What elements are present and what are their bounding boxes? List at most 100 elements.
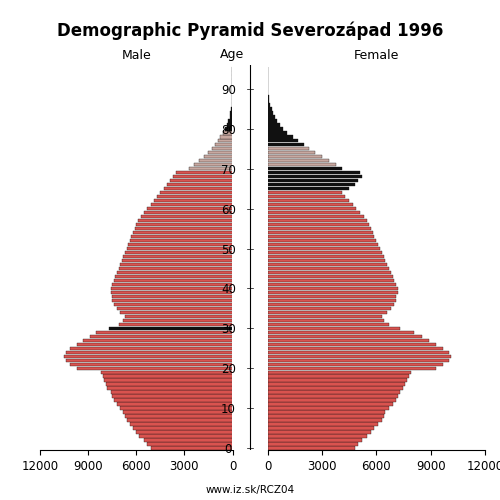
Bar — [117, 306, 232, 310]
Bar — [268, 370, 410, 374]
Bar — [268, 143, 304, 146]
Bar — [268, 318, 384, 322]
Bar — [268, 398, 396, 402]
Bar — [132, 235, 232, 238]
Bar — [268, 159, 329, 162]
Title: Female: Female — [354, 50, 399, 62]
Bar — [112, 298, 232, 302]
Bar — [64, 354, 232, 358]
Bar — [268, 446, 354, 450]
Bar — [220, 135, 232, 138]
Bar — [268, 191, 342, 194]
Bar — [268, 207, 356, 210]
Bar — [199, 159, 232, 162]
Bar — [128, 243, 232, 246]
Bar — [268, 278, 394, 282]
Bar — [212, 147, 233, 150]
Bar — [268, 131, 287, 134]
Bar — [77, 366, 233, 370]
Bar — [268, 322, 389, 326]
Bar — [130, 422, 232, 426]
Bar — [268, 438, 362, 442]
Bar — [170, 179, 232, 182]
Bar — [268, 147, 309, 150]
Bar — [268, 330, 414, 334]
Bar — [114, 278, 232, 282]
Bar — [268, 306, 391, 310]
Bar — [118, 267, 232, 270]
Bar — [157, 195, 232, 198]
Bar — [148, 207, 232, 210]
Bar — [96, 330, 232, 334]
Bar — [268, 271, 391, 274]
Bar — [204, 155, 233, 158]
Bar — [268, 95, 269, 98]
Bar — [114, 398, 232, 402]
Bar — [120, 263, 232, 266]
Bar — [230, 111, 232, 114]
Bar — [268, 123, 280, 126]
Bar — [110, 390, 232, 394]
Bar — [268, 334, 422, 338]
Bar — [228, 119, 232, 122]
Bar — [268, 183, 354, 186]
Bar — [268, 103, 270, 106]
Bar — [133, 231, 232, 234]
Bar — [112, 282, 232, 286]
Bar — [218, 139, 232, 142]
Bar — [268, 338, 429, 342]
Bar — [268, 362, 444, 366]
Bar — [106, 382, 232, 386]
Bar — [122, 259, 232, 262]
Bar — [268, 378, 407, 382]
Bar — [268, 251, 382, 254]
Bar — [66, 358, 232, 362]
Bar — [268, 195, 345, 198]
Bar — [125, 251, 232, 254]
Bar — [268, 314, 382, 318]
Bar — [268, 231, 372, 234]
Bar — [268, 243, 378, 246]
Bar — [268, 386, 404, 390]
Bar — [268, 394, 398, 398]
Bar — [268, 151, 314, 154]
Bar — [268, 442, 358, 446]
Bar — [268, 282, 396, 286]
Bar — [109, 326, 232, 330]
Bar — [268, 350, 449, 354]
Bar — [102, 374, 232, 378]
Bar — [268, 179, 358, 182]
Bar — [268, 434, 367, 438]
Text: www.iz.sk/RCZ04: www.iz.sk/RCZ04 — [206, 485, 294, 495]
Bar — [268, 422, 378, 426]
Bar — [148, 442, 232, 446]
Bar — [227, 123, 232, 126]
Bar — [126, 418, 232, 422]
Bar — [215, 143, 232, 146]
Bar — [268, 366, 436, 370]
Bar — [268, 275, 392, 278]
Bar — [108, 386, 232, 390]
Bar — [173, 175, 233, 178]
Bar — [268, 115, 275, 118]
Bar — [194, 163, 232, 166]
Bar — [268, 294, 396, 298]
Bar — [70, 346, 233, 350]
Bar — [208, 151, 233, 154]
Bar — [134, 227, 232, 230]
Bar — [268, 215, 364, 218]
Bar — [126, 247, 232, 250]
Bar — [230, 115, 232, 118]
Bar — [120, 310, 232, 314]
Bar — [112, 394, 232, 398]
Bar — [268, 406, 389, 410]
Bar — [124, 255, 232, 258]
Bar — [189, 167, 232, 170]
Bar — [144, 438, 233, 442]
Bar — [268, 211, 360, 214]
Bar — [268, 414, 384, 418]
Bar — [268, 247, 380, 250]
Bar — [268, 402, 392, 406]
Bar — [120, 406, 232, 410]
Bar — [124, 410, 232, 414]
